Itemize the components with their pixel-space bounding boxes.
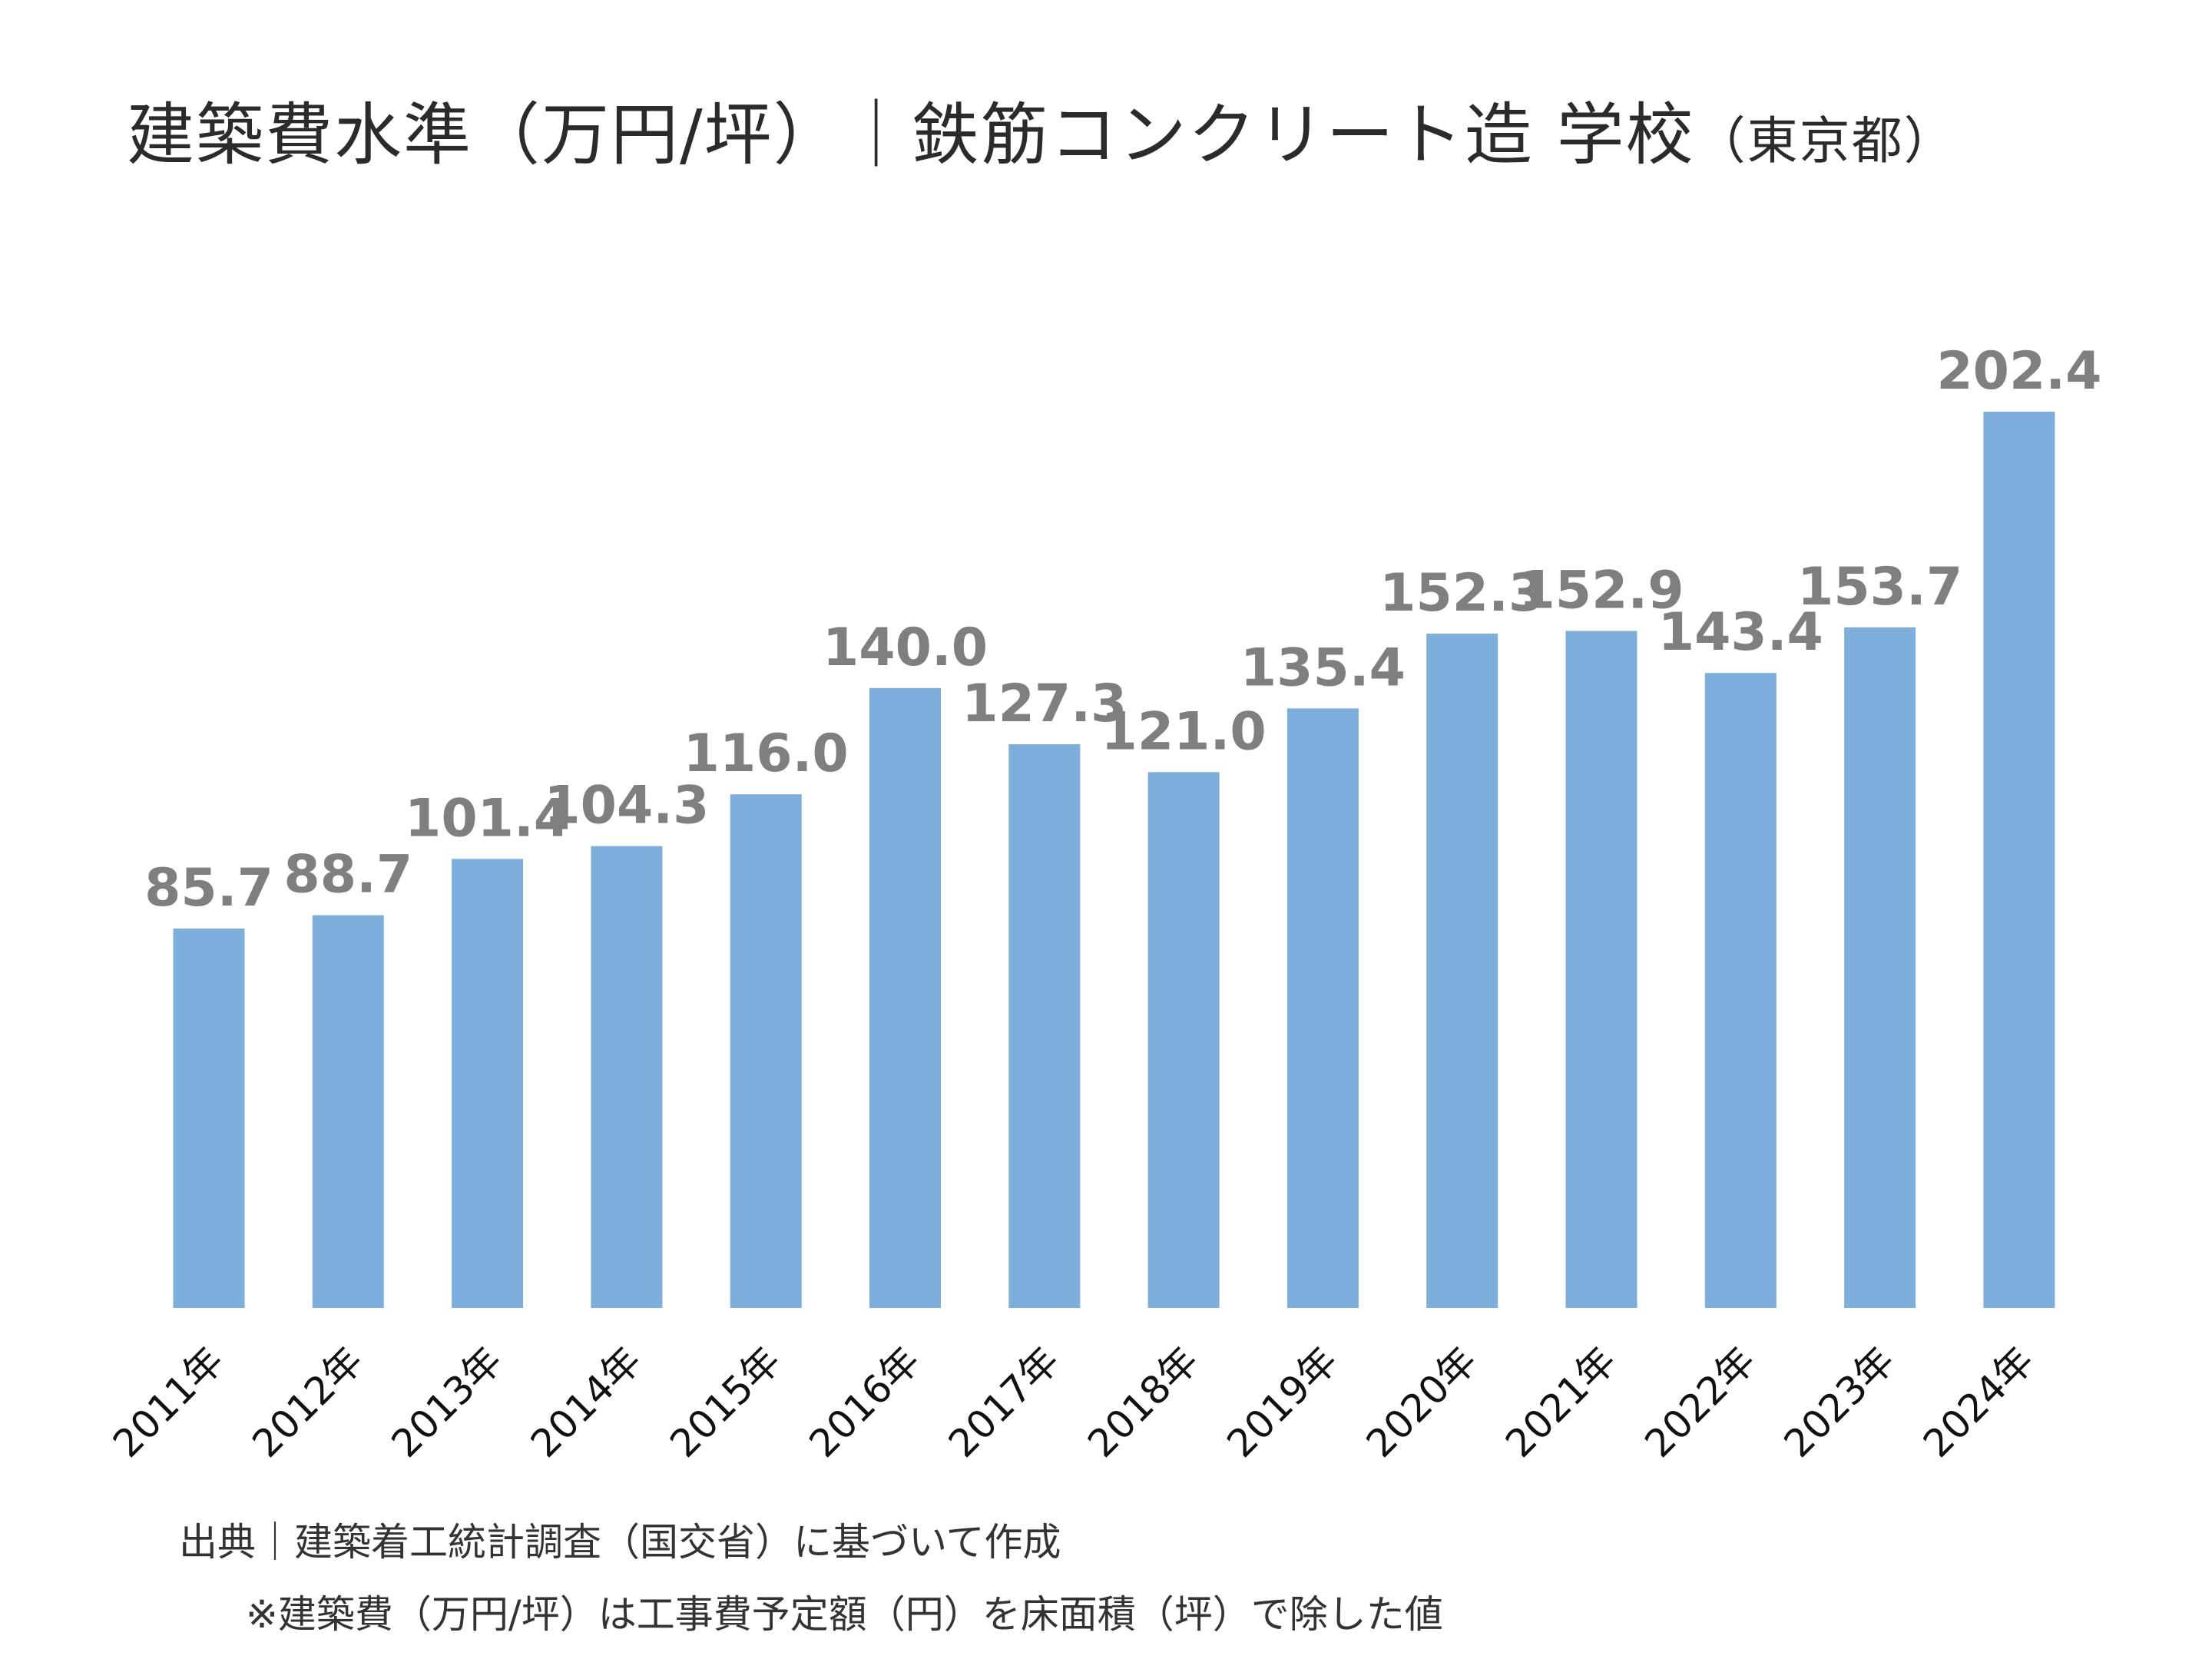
source-note: 出典｜建築着工統計調査（国交省）に基づいて作成 bbox=[179, 1520, 1061, 1565]
x-tick-label-6: 2017年 bbox=[940, 1338, 1068, 1465]
bar-7 bbox=[1147, 772, 1220, 1308]
x-tick-label-2: 2013年 bbox=[383, 1338, 511, 1465]
bar-10 bbox=[1565, 631, 1637, 1308]
x-tick-label-10: 2021年 bbox=[1497, 1338, 1624, 1465]
bar-12 bbox=[1844, 627, 1916, 1308]
bar-2 bbox=[452, 859, 524, 1308]
chart-title-main: 建築費水準（万円/坪）｜鉄筋コンクリート造 学校 bbox=[127, 95, 1695, 174]
bar-8 bbox=[1286, 708, 1359, 1308]
x-tick-label-0: 2011年 bbox=[104, 1338, 232, 1465]
bar-3 bbox=[591, 846, 663, 1308]
bar-4 bbox=[730, 794, 802, 1308]
bar-value-label-2: 101.4 bbox=[405, 788, 570, 849]
x-tick-label-5: 2016年 bbox=[801, 1338, 929, 1465]
x-tick-label-8: 2019年 bbox=[1219, 1338, 1346, 1465]
x-tick-label-4: 2015年 bbox=[661, 1338, 789, 1465]
bar-value-label-11: 143.4 bbox=[1658, 602, 1823, 663]
x-tick-label-7: 2018年 bbox=[1079, 1338, 1207, 1465]
bar-5 bbox=[869, 687, 941, 1308]
bar-6 bbox=[1008, 744, 1081, 1308]
x-axis-ticks-group: 2011年 2012年 2013年 2014年 2015年 2016年 2017年 2018年… bbox=[104, 1338, 2042, 1465]
bar-value-label-12: 153.7 bbox=[1797, 557, 1962, 618]
x-tick-label-12: 2023年 bbox=[1776, 1338, 1903, 1465]
chart-subtitle: （東京都） bbox=[1694, 111, 1956, 171]
bar-9 bbox=[1426, 633, 1498, 1308]
bar-value-label-8: 135.4 bbox=[1240, 637, 1406, 698]
bar-value-label-0: 85.7 bbox=[144, 858, 273, 919]
bar-0 bbox=[173, 928, 245, 1308]
bar-value-label-5: 140.0 bbox=[823, 618, 988, 678]
bar-value-label-4: 116.0 bbox=[684, 724, 849, 784]
bar-1 bbox=[312, 915, 384, 1308]
bars-group bbox=[173, 412, 2055, 1308]
method-note: ※建築費（万円/坪）は工事費予定額（円）を床面積（坪）で除した値 bbox=[246, 1592, 1443, 1637]
bar-13 bbox=[1983, 412, 2055, 1308]
bar-value-label-6: 127.3 bbox=[962, 674, 1127, 734]
chart-title: 建築費水準（万円/坪）｜鉄筋コンクリート造 学校（東京都） bbox=[127, 81, 1956, 178]
bar-value-label-1: 88.7 bbox=[283, 845, 412, 906]
bar-value-label-10: 152.9 bbox=[1518, 560, 1684, 621]
bar-value-label-7: 121.0 bbox=[1101, 701, 1267, 762]
bar-value-label-13: 202.4 bbox=[1936, 341, 2101, 402]
bar-11 bbox=[1704, 673, 1777, 1308]
bar-value-label-3: 104.3 bbox=[544, 776, 709, 836]
x-tick-label-11: 2022年 bbox=[1636, 1338, 1763, 1465]
x-tick-label-13: 2024年 bbox=[1915, 1338, 2042, 1465]
x-tick-label-3: 2014年 bbox=[522, 1338, 650, 1465]
x-tick-label-1: 2012年 bbox=[243, 1338, 371, 1465]
bar-value-label-9: 152.3 bbox=[1379, 563, 1545, 624]
x-tick-label-9: 2020年 bbox=[1358, 1338, 1485, 1465]
